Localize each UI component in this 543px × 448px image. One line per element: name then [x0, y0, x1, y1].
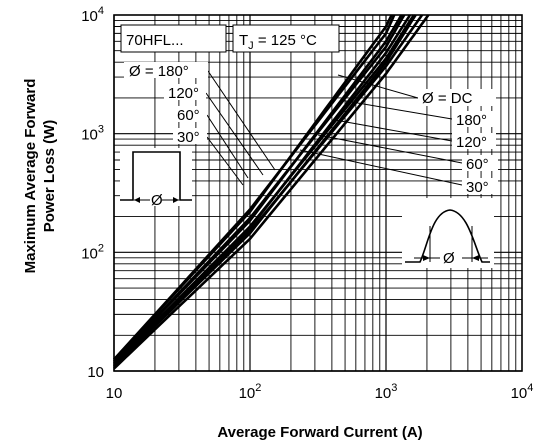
y-tick-label: 104 [81, 5, 104, 25]
svg-text:Ø: Ø [151, 192, 163, 209]
x-tick-label: 102 [239, 382, 262, 402]
svg-text:Ø: Ø [443, 250, 455, 267]
series-curve [113, 14, 417, 368]
plot-frame [113, 14, 523, 372]
tj-label-box [232, 24, 340, 53]
device-label-box [120, 24, 227, 53]
series-curve [113, 14, 393, 361]
leader-line [339, 99, 453, 120]
right-curve-labels: Ø = DC 180° 120° 60° 30° [418, 89, 498, 196]
label-leader-lines [205, 70, 463, 186]
series-curves [113, 14, 430, 370]
y-tick-label: 10 [87, 364, 104, 381]
x-axis-label: Average Forward Current (A) [217, 424, 423, 441]
sinusoidal-waveform-icon: Ø [402, 198, 494, 268]
curve-label-120: 120° [168, 85, 199, 102]
curve-label-r120: 120° [456, 134, 487, 151]
x-tick-label: 104 [511, 382, 534, 402]
leader-line [317, 134, 463, 164]
leader-line [299, 149, 463, 186]
y-axis-label-line2: Power Loss (W) [41, 119, 58, 233]
rectangular-waveform-icon: Ø [120, 148, 192, 209]
x-tick-label: 10 [106, 385, 123, 402]
x-tick-label: 103 [375, 382, 398, 402]
leader-line [337, 74, 419, 99]
curve-label-dc: Ø = DC [422, 90, 473, 107]
y-axis-label-line1: Maximum Average Forward [22, 78, 39, 274]
series-curve [113, 14, 403, 363]
y-tick-label: 103 [81, 124, 104, 144]
curve-label-30: 30° [177, 129, 200, 146]
curve-label-60: 60° [177, 107, 200, 124]
leader-line [206, 114, 249, 179]
tj-label: TJ = 125 °C [239, 32, 317, 52]
series-curve [113, 14, 412, 365]
leader-line [334, 119, 453, 142]
series-curve [113, 14, 430, 370]
leader-line [205, 92, 264, 176]
device-label: 70HFL... [126, 32, 184, 49]
curve-label-r180: 180° [456, 112, 487, 129]
axis-tick-labels: 10 102 103 104 10 102 103 104 [81, 5, 533, 402]
leader-line [207, 70, 276, 171]
leader-line [206, 136, 244, 186]
curve-label-r60: 60° [466, 156, 489, 173]
curve-label-r30: 30° [466, 179, 489, 196]
curve-label-180: Ø = 180° [129, 63, 189, 80]
left-curve-labels: Ø = 180° 120° 60° 30° [124, 62, 208, 146]
y-tick-label: 102 [81, 242, 104, 262]
